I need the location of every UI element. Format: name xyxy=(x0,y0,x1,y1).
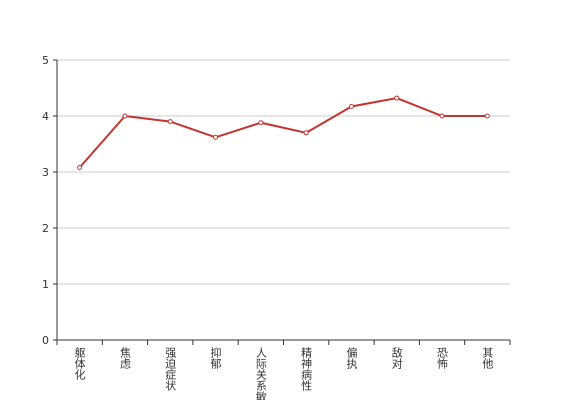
point xyxy=(484,113,490,119)
x-tick-label: 精神病性 xyxy=(300,347,313,392)
x-tick-label: 恐怖 xyxy=(436,347,449,369)
point xyxy=(213,134,219,140)
x-tick-label: 焦虑 xyxy=(118,347,131,369)
point xyxy=(394,95,400,101)
x-tick-label: 躯体化 xyxy=(73,347,86,381)
y-tick-label: 0 xyxy=(42,334,49,347)
point xyxy=(122,113,128,119)
x-tick-label: 敌对 xyxy=(390,346,403,369)
point xyxy=(77,165,83,171)
line xyxy=(78,97,488,169)
x-tick-label: 其他 xyxy=(481,347,494,369)
point xyxy=(439,113,445,119)
x-tick-label: 强迫症状 xyxy=(164,347,177,391)
point xyxy=(258,120,264,126)
y-tick-label: 3 xyxy=(42,166,49,179)
point xyxy=(303,130,309,136)
y-tick-label: 1 xyxy=(42,278,49,291)
y-tick-label: 5 xyxy=(42,54,49,67)
x-tick-label: 人际关系敏感 xyxy=(254,347,267,400)
x-tick-label: 抑郁 xyxy=(209,346,222,369)
point xyxy=(348,103,354,109)
point xyxy=(167,119,173,125)
y-tick-label: 2 xyxy=(42,222,49,235)
x-tick-label: 偏执 xyxy=(345,346,358,370)
y-tick-label: 4 xyxy=(42,110,49,123)
